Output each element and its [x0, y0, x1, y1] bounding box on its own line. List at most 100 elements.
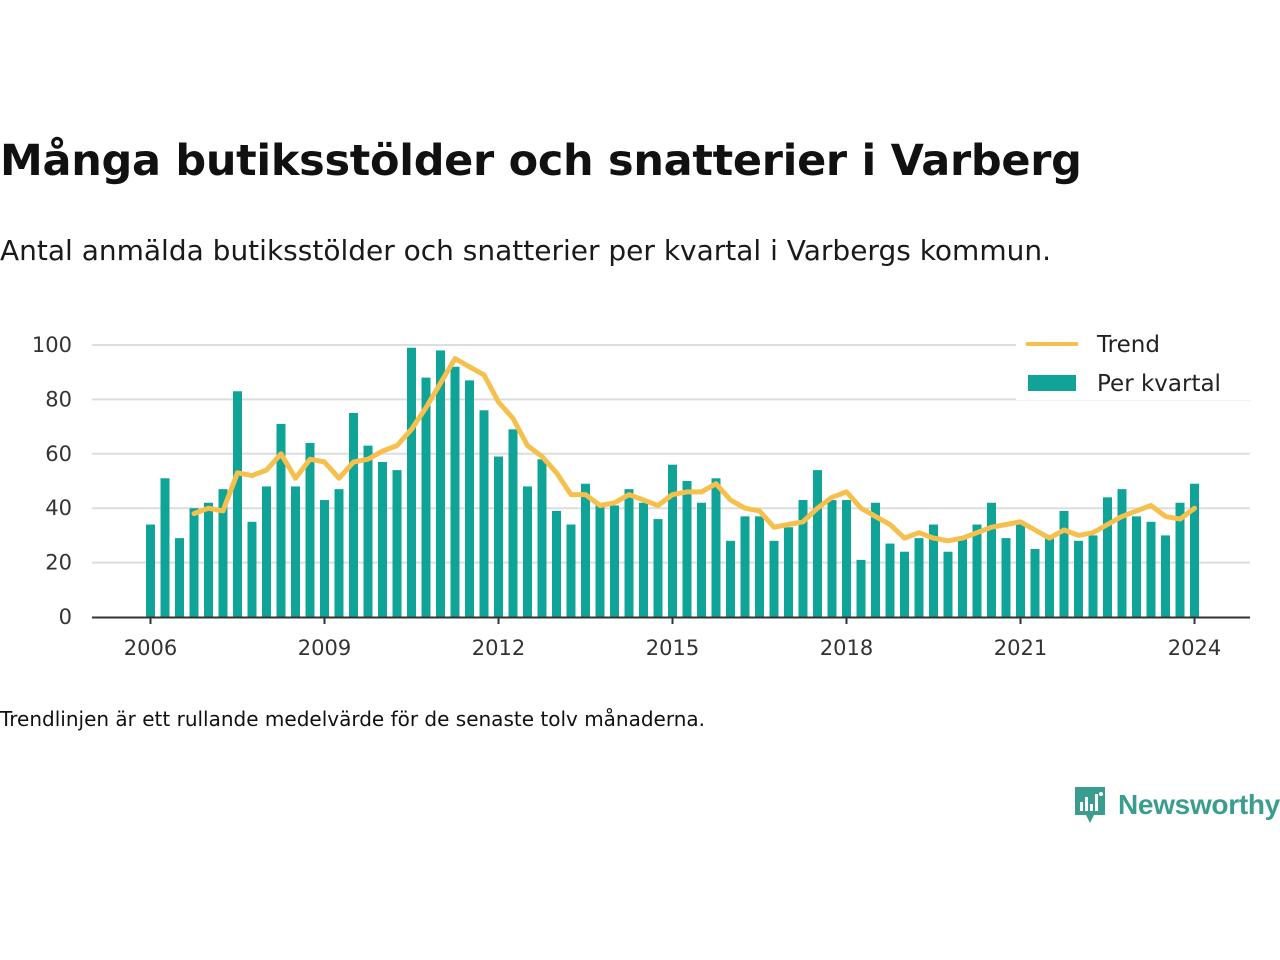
bar [711, 478, 721, 617]
bar [218, 489, 228, 617]
newsworthy-icon [1075, 787, 1105, 823]
bar [407, 347, 416, 617]
bar [1132, 516, 1141, 617]
bar [1001, 538, 1011, 617]
x-tick-label: 2021 [994, 636, 1047, 660]
bar [827, 500, 837, 617]
bar [320, 500, 329, 617]
bar [755, 516, 764, 617]
bar [204, 502, 213, 617]
bar [494, 456, 503, 617]
bar [1059, 510, 1069, 617]
bar [523, 486, 532, 617]
bar [1103, 497, 1112, 617]
footnote: Trendlinjen är ett rullande medelvärde f… [0, 707, 706, 731]
bar [1030, 549, 1040, 617]
bar [958, 538, 967, 617]
legend: Trend Per kvartal [1016, 328, 1250, 400]
bar [1161, 535, 1170, 617]
bar [682, 481, 692, 617]
bar [1088, 535, 1098, 617]
bar-series [146, 347, 1199, 617]
bar [1190, 483, 1199, 617]
bar [160, 478, 170, 617]
bar [639, 502, 648, 617]
bar [885, 543, 895, 617]
x-tick-label: 2024 [1168, 636, 1221, 660]
chart: 0 20 40 60 80 100 2006 2009 2012 2015 2018 2021 2024… [31, 328, 1250, 660]
legend-bar-swatch [1028, 375, 1076, 391]
legend-trend-label: Trend [1096, 332, 1160, 358]
bar [813, 470, 822, 617]
bar [233, 391, 242, 617]
bar [537, 459, 547, 617]
trend-series [191, 356, 1197, 544]
y-tick-label: 60 [45, 442, 72, 466]
bar [175, 538, 184, 617]
bar [334, 489, 344, 617]
bar [595, 505, 605, 617]
bar [929, 524, 938, 617]
bar [262, 486, 271, 617]
bar [189, 508, 199, 617]
x-tick-label: 2012 [472, 636, 525, 660]
bar [1016, 524, 1025, 617]
bar [1175, 502, 1185, 617]
bar [1045, 538, 1054, 617]
bar [363, 445, 373, 617]
bar [769, 540, 779, 617]
bar [914, 538, 924, 617]
bar [972, 524, 982, 617]
x-tick-label: 2006 [124, 636, 177, 660]
axes: 0 20 40 60 80 100 2006 2009 2012 2015 2018 2021 2024 [32, 333, 1250, 660]
y-tick-label: 80 [45, 387, 72, 411]
x-tick-label: 2018 [820, 636, 873, 660]
bar [1146, 521, 1156, 617]
bar [610, 505, 619, 617]
bar [1074, 540, 1083, 617]
x-tick-label: 2009 [298, 636, 351, 660]
y-tick-label: 0 [59, 605, 72, 629]
bar [508, 429, 518, 617]
bar [450, 366, 460, 617]
bar [697, 502, 706, 617]
bar [842, 500, 851, 617]
bar [943, 551, 953, 617]
bar [276, 423, 286, 617]
y-tick-label: 40 [45, 496, 72, 520]
bar [566, 524, 576, 617]
bar [740, 516, 750, 617]
chart-subtitle: Antal anmälda butiksstölder och snatteri… [0, 234, 1051, 267]
bar [798, 500, 808, 617]
bar [871, 502, 880, 617]
trend-line [191, 356, 1197, 544]
x-tick-label: 2015 [646, 636, 699, 660]
bar [653, 519, 663, 617]
bar [436, 350, 445, 617]
bar [421, 377, 431, 617]
bar [668, 464, 677, 617]
chart-title: Många butiksstölder och snatterier i Var… [0, 136, 1082, 186]
bar [465, 380, 474, 617]
bar [581, 483, 590, 617]
brand-name: Newsworthy [1118, 789, 1280, 820]
y-tick-label: 100 [32, 333, 72, 357]
bar [291, 486, 300, 617]
bar [305, 442, 315, 617]
bar [624, 489, 634, 617]
bar [378, 461, 387, 617]
legend-bar-label: Per kvartal [1097, 371, 1221, 397]
bar [784, 527, 793, 617]
brand-logo[interactable]: Newsworthy [1072, 785, 1280, 825]
y-tick-label: 20 [45, 551, 72, 575]
bar [1117, 489, 1127, 617]
bar [900, 551, 909, 617]
bar [349, 413, 358, 617]
bar [856, 559, 866, 617]
bar [552, 510, 561, 617]
bar [479, 410, 489, 617]
bar [146, 524, 155, 617]
bar [247, 521, 257, 617]
bar [726, 540, 735, 617]
bar [392, 470, 402, 617]
